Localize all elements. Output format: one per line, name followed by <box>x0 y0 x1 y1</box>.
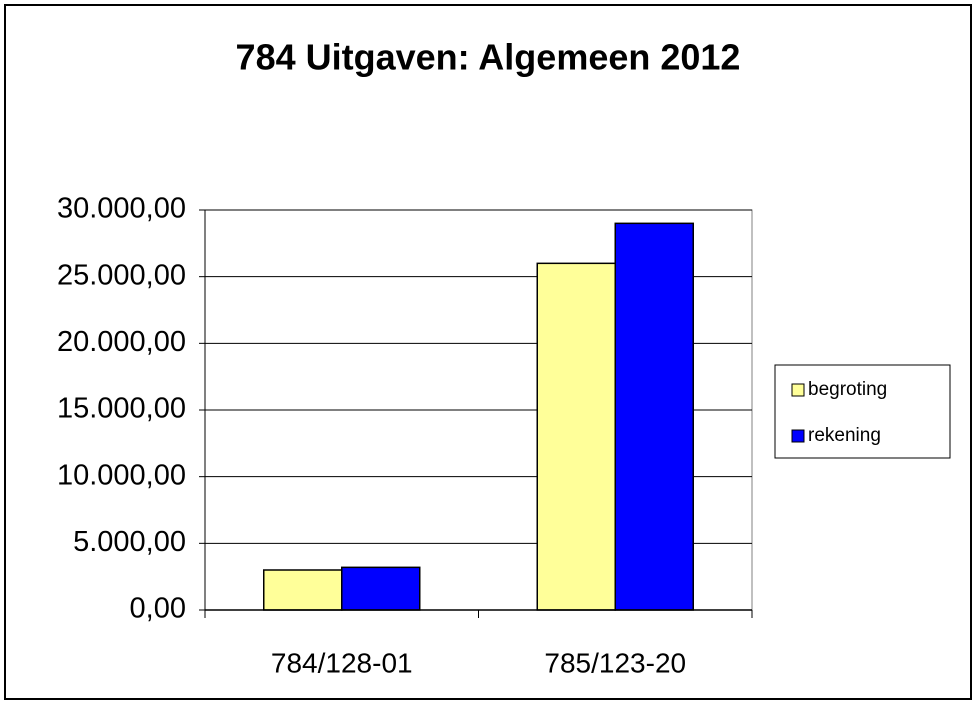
y-tick-label: 20.000,00 <box>57 326 186 358</box>
x-tick-label: 785/123-20 <box>544 647 686 678</box>
legend-label: rekening <box>808 425 881 446</box>
x-tick-label: 784/128-01 <box>271 647 413 678</box>
legend-swatch <box>791 383 805 397</box>
bar <box>341 566 421 611</box>
chart-title: 784 Uitgaven: Algemeen 2012 <box>236 37 741 78</box>
y-tick-label: 5.000,00 <box>73 526 186 558</box>
y-tick-label: 30.000,00 <box>57 193 186 225</box>
bar <box>263 569 343 611</box>
bar <box>536 262 616 611</box>
y-tick-label: 15.000,00 <box>57 393 186 425</box>
bar <box>614 222 694 611</box>
y-tick-label: 25.000,00 <box>57 259 186 291</box>
y-tick-label: 0,00 <box>130 593 186 625</box>
legend-label: begroting <box>808 379 887 400</box>
y-tick-label: 10.000,00 <box>57 459 186 491</box>
chart-border <box>4 4 972 700</box>
legend-swatch <box>791 429 805 443</box>
